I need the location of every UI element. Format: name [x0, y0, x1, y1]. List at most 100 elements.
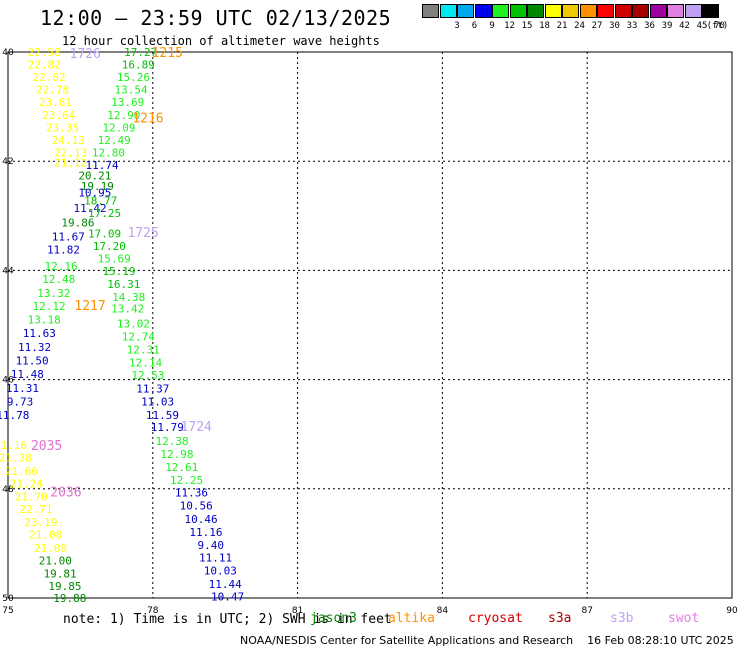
wave-height-label: 19.85: [48, 580, 81, 593]
legend-label: 36: [644, 21, 655, 31]
pass-time-label: 1215: [152, 46, 183, 61]
wave-height-label: 11.37: [136, 382, 169, 395]
wave-height-label: 11.74: [86, 159, 119, 172]
footnote: note: 1) Time is in UTC; 2) SWH is in fe…: [63, 612, 392, 627]
color-legend: 3 6 9 12 15 18 21 24 27 30 33 36 39 42 45 70 (ft): [422, 4, 728, 34]
legend-label: 42: [679, 21, 690, 31]
wave-height-label: 19.86: [61, 216, 94, 229]
wave-height-label: 10.95: [78, 186, 111, 199]
wave-height-label: 12.61: [165, 461, 198, 474]
legend-swatch: [474, 4, 492, 18]
wave-height-label: 11.78: [0, 409, 29, 422]
legend-swatch: [422, 4, 439, 18]
credit-line: NOAA/NESDIS Center for Satellite Applica…: [240, 634, 734, 647]
legend-swatch: [509, 4, 527, 18]
wave-height-label: 14.38: [112, 291, 145, 304]
wave-height-label: 21.12: [54, 156, 87, 169]
wave-height-label: 12.98: [160, 448, 193, 461]
legend-unit: (ft): [706, 21, 729, 31]
wave-height-label: 12.38: [156, 435, 189, 448]
wave-height-label: 12.49: [98, 134, 131, 147]
legend-swatch: [632, 4, 649, 18]
mission-label-s3a: s3a: [548, 611, 572, 626]
wave-height-label: 22.78: [36, 84, 69, 97]
wave-height-label: 12.53: [131, 369, 164, 382]
wave-height-label: 22.82: [32, 71, 65, 84]
mission-label-s3b: s3b: [610, 611, 634, 626]
wave-height-label: 23.35: [46, 121, 79, 134]
lon-tick-label: 75: [2, 606, 13, 616]
wave-height-label: 17.27: [124, 46, 157, 59]
map-title: 12:00 — 23:59 UTC 02/13/2025: [40, 6, 392, 30]
legend-label: 45: [696, 21, 708, 31]
wave-height-label: 10.47: [211, 590, 244, 603]
wave-height-label: 11.50: [16, 354, 49, 367]
wave-height-label: 21.08: [29, 529, 62, 542]
wave-height-label: 21.24: [10, 477, 43, 490]
wave-height-label: 19.81: [44, 567, 77, 580]
map-subtitle: 12 hour collection of altimeter wave hei…: [62, 34, 380, 48]
wave-height-label: 11.82: [47, 244, 80, 257]
wave-height-label: 11.31: [6, 382, 39, 395]
lat-tick-label: 42: [2, 157, 13, 167]
legend-label: 33: [626, 21, 638, 31]
legend-label: 39: [661, 21, 673, 31]
wave-height-label: 11.32: [18, 341, 51, 354]
wave-height-label: 12.25: [170, 474, 203, 487]
wave-height-label: 9.73: [7, 395, 34, 408]
wave-height-label: 15.19: [102, 265, 135, 278]
wave-height-label: 11.48: [11, 368, 44, 381]
legend-swatch: [649, 4, 667, 18]
lat-tick-label: 50: [2, 594, 14, 604]
wave-height-label: 23.64: [42, 109, 75, 122]
lon-tick-label: 87: [581, 606, 592, 616]
legend-label: 3: [454, 21, 460, 31]
wave-height-label: 12.90: [107, 109, 140, 122]
wave-height-label: 15.69: [98, 252, 131, 265]
legend-swatch: [597, 4, 614, 18]
legend-swatch: [544, 4, 562, 18]
wave-height-label: 12.74: [122, 330, 155, 343]
wave-height-label: 18.77: [84, 195, 117, 208]
wave-height-label: 12.48: [42, 273, 75, 286]
wave-height-label: 19.88: [53, 592, 86, 605]
wave-height-label: 12.31: [127, 344, 160, 357]
wave-height-label: 22.58: [28, 46, 61, 59]
wave-height-label: 13.02: [117, 317, 150, 330]
wave-height-label: 11.79: [151, 421, 184, 434]
wave-height-label: 21.16: [0, 439, 27, 452]
lon-tick-label: 90: [726, 606, 738, 616]
wave-height-label: 19.19: [81, 180, 114, 193]
pass-time-label: 1216: [132, 112, 163, 127]
legend-swatch: [439, 4, 457, 18]
legend-label: 24: [574, 21, 585, 31]
wave-height-label: 11.63: [23, 327, 56, 340]
wave-height-label: 21.66: [5, 465, 38, 478]
wave-height-label: 10.46: [185, 513, 218, 526]
pass-time-label: 1726: [70, 47, 101, 62]
legend-label: 12: [504, 21, 515, 31]
mission-label-altika: altika: [388, 611, 435, 626]
legend-swatch: [562, 4, 579, 18]
lat-tick-label: 44: [2, 266, 14, 276]
legend-label: 30: [609, 21, 620, 31]
wave-height-label: 9.40: [197, 539, 224, 552]
legend-swatch: [492, 4, 509, 18]
legend-swatch: [527, 4, 544, 18]
pass-time-label: 2036: [50, 486, 81, 501]
wave-height-label: 10.03: [204, 565, 237, 578]
lon-tick-label: 84: [437, 606, 449, 616]
wave-height-label: 11.11: [199, 552, 232, 565]
wave-height-label: 12.12: [32, 300, 65, 313]
legend-swatch: [684, 4, 702, 18]
wave-height-label: 17.20: [93, 240, 126, 253]
wave-height-label: 16.31: [107, 278, 140, 291]
wave-height-label: 11.16: [189, 526, 222, 539]
wave-height-label: 21.00: [39, 554, 72, 567]
pass-time-label: 1725: [127, 226, 158, 241]
lat-tick-label: 46: [2, 376, 14, 386]
lat-tick-label: 48: [2, 485, 14, 495]
pass-time-label: 2035: [31, 439, 62, 454]
wave-height-label: 13.54: [115, 84, 148, 97]
